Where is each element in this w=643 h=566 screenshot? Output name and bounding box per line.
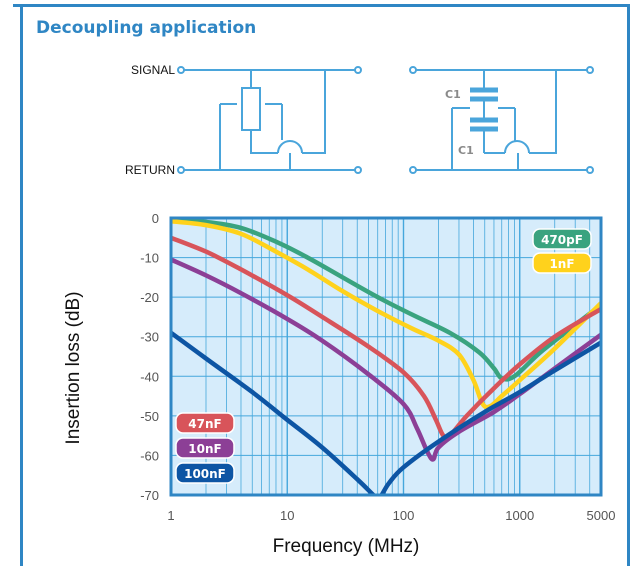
x-tick-label: 1 xyxy=(167,508,174,523)
capacitor-label-bottom: C1 xyxy=(458,144,474,157)
terminal-signal-right-out xyxy=(586,66,594,74)
terminal-return-right-in xyxy=(409,166,417,174)
legend-item-10nf: 10nF xyxy=(175,437,235,459)
y-tick-label: 0 xyxy=(152,211,159,226)
series-line-10nf xyxy=(171,257,601,462)
tick-labels: 1 10 100 1000 5000 0 -10 -20 -30 -40 -50 -60 -70 xyxy=(140,211,615,523)
series-layer xyxy=(171,218,601,495)
terminal-return-right-out xyxy=(586,166,594,174)
x-tick-label: 1000 xyxy=(505,508,534,523)
series-line-470pf xyxy=(171,218,601,382)
y-tick-label: -30 xyxy=(140,330,159,345)
legend-swatch xyxy=(532,228,592,250)
terminal-return-left xyxy=(177,166,185,174)
page-title: Decoupling application xyxy=(36,18,256,38)
x-tick-label: 10 xyxy=(280,508,294,523)
terminal-return-mid xyxy=(354,166,362,174)
signal-label: SIGNAL xyxy=(131,63,175,77)
x-tick-label: 100 xyxy=(393,508,415,523)
schematic xyxy=(177,66,594,174)
legend-label: 47nF xyxy=(188,417,221,431)
legend-label: 1nF xyxy=(549,257,574,271)
y-tick-label: -60 xyxy=(140,448,159,463)
capacitor-label-top: C1 xyxy=(445,88,461,101)
terminal-signal-mid xyxy=(354,66,362,74)
insertion-loss-chart: 1 10 100 1000 5000 0 -10 -20 -30 -40 -50 -60 -70 470… xyxy=(63,211,615,557)
plot-border xyxy=(169,216,603,497)
legend-swatch xyxy=(175,437,235,459)
legend-swatch xyxy=(175,412,235,434)
x-tick-label: 5000 xyxy=(587,508,616,523)
legend-label: 100nF xyxy=(184,467,226,481)
x-axis-label: Frequency (MHz) xyxy=(273,536,420,557)
y-tick-label: -10 xyxy=(140,251,159,266)
legend-label: 10nF xyxy=(188,442,221,456)
series-line-47nf xyxy=(171,235,601,441)
legend-swatch xyxy=(175,462,235,484)
schematic-left-circuit xyxy=(181,69,358,171)
legend-swatch xyxy=(532,252,592,274)
y-tick-label: -50 xyxy=(140,409,159,424)
legend: 470pF 1nF 47nF 10nF 100nF xyxy=(175,228,592,484)
y-axis-label: Insertion loss (dB) xyxy=(63,291,84,444)
terminal-signal-right-in xyxy=(409,66,417,74)
y-tick-label: -70 xyxy=(140,488,159,503)
terminal-signal-left xyxy=(177,66,185,74)
y-tick-label: -40 xyxy=(140,369,159,384)
schematic-right-circuit xyxy=(413,69,590,171)
series-line-1nf xyxy=(171,218,601,410)
legend-item-1nf: 1nF xyxy=(532,252,592,274)
legend-item-47nf: 47nF xyxy=(175,412,235,434)
y-tick-label: -20 xyxy=(140,290,159,305)
return-label: RETURN xyxy=(125,163,175,177)
series-line-100nf xyxy=(171,330,601,495)
legend-item-470pf: 470pF xyxy=(532,228,592,250)
legend-item-100nf: 100nF xyxy=(175,462,235,484)
legend-label: 470pF xyxy=(541,233,583,247)
